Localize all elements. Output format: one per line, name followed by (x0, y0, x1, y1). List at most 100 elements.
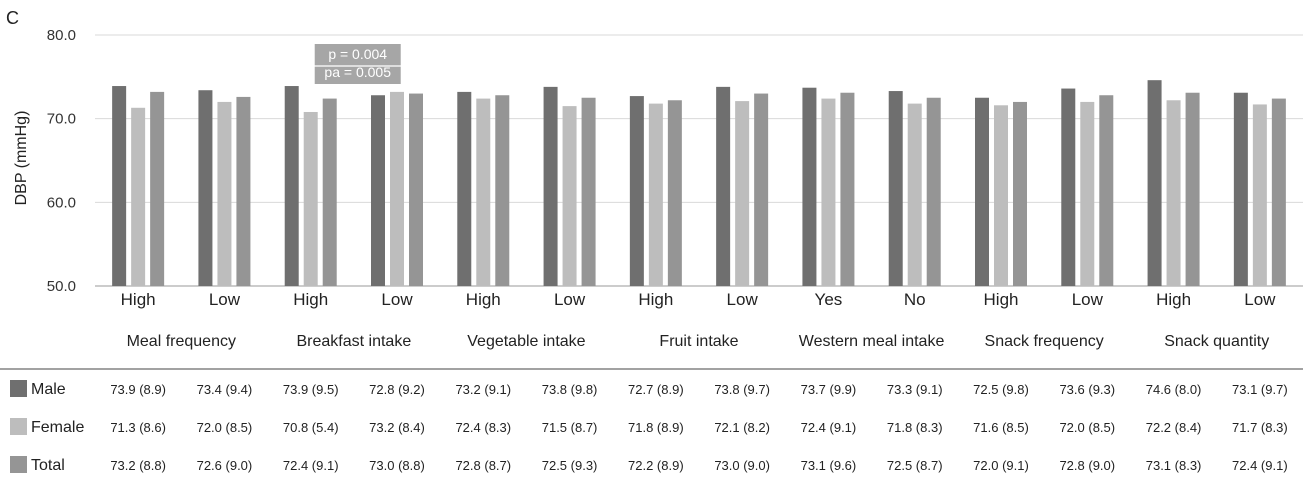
table-cell: 72.6 (9.0) (197, 458, 253, 473)
y-axis-title: DBP (mmHg) (13, 111, 30, 206)
category-labels: High Low High Low High Low High Low Yes No High Low… (121, 290, 1277, 309)
bar-male (284, 86, 299, 286)
group-label: Snack frequency (985, 333, 1104, 350)
bar-total (409, 93, 423, 286)
table-cell: 72.7 (8.9) (628, 382, 684, 397)
bar-total (754, 93, 769, 286)
table-cell: 71.3 (8.6) (110, 420, 166, 435)
group-label: Snack quantity (1164, 333, 1269, 350)
group-label: Fruit intake (659, 333, 738, 350)
bar-female (994, 105, 1008, 286)
bar-male (371, 95, 385, 287)
table-cell: 73.8 (9.8) (542, 382, 598, 397)
table-cell: 73.2 (8.8) (110, 458, 166, 473)
category-label: Low (727, 290, 759, 309)
legend-swatch-male (10, 380, 27, 397)
category-label: High (1156, 290, 1191, 309)
bar-total (236, 96, 251, 286)
bar-male (457, 91, 472, 286)
adjusted-p-value-label: pa = 0.005 (324, 64, 391, 80)
table-cell: 72.8 (9.0) (1059, 458, 1115, 473)
table-cell: 73.6 (9.3) (1059, 382, 1115, 397)
bar-total (840, 92, 855, 286)
legend-swatch-female (10, 418, 27, 435)
table-cell: 71.7 (8.3) (1232, 420, 1288, 435)
bar-male (1061, 88, 1076, 287)
table-cell: 72.5 (9.8) (973, 382, 1029, 397)
table-cell: 71.5 (8.7) (542, 420, 598, 435)
table-cell: 72.0 (9.1) (973, 458, 1029, 473)
bar-total (667, 100, 682, 286)
table-cell: 72.5 (9.3) (542, 458, 598, 473)
y-axis-ticks: 50.0 60.0 70.0 80.0 (47, 27, 76, 295)
panel-label: C (6, 8, 19, 28)
group-labels: Meal frequency Breakfast intake Vegetable … (127, 333, 1270, 350)
bar-female (1080, 101, 1095, 286)
table-cell: 73.0 (8.8) (369, 458, 425, 473)
bar-male (112, 86, 127, 286)
bars (112, 80, 1286, 287)
significance-bracket (310, 65, 417, 104)
table-cell: 73.9 (9.5) (283, 382, 339, 397)
table-cell: 72.4 (9.1) (283, 458, 339, 473)
bar-total (322, 98, 337, 286)
category-label: Low (1244, 290, 1276, 309)
group-label: Meal frequency (127, 333, 236, 350)
table-cell: 73.1 (8.3) (1146, 458, 1202, 473)
category-label: Low (1072, 290, 1104, 309)
bar-female (735, 101, 750, 286)
category-label: Low (209, 290, 241, 309)
category-label: High (466, 290, 501, 309)
table-cell: 73.0 (9.0) (714, 458, 770, 473)
group-label: Breakfast intake (296, 333, 411, 350)
table-cell: 73.1 (9.7) (1232, 382, 1288, 397)
table-cell: 73.7 (9.9) (801, 382, 857, 397)
bar-total (495, 95, 510, 287)
bar-total (581, 97, 596, 286)
bar-male (975, 97, 989, 286)
bar-male (543, 86, 558, 286)
legend-label-female: Female (31, 419, 84, 436)
table-cell: 73.3 (9.1) (887, 382, 943, 397)
bar-total (1013, 101, 1027, 286)
table-cell: 71.6 (8.5) (973, 420, 1029, 435)
p-value-label: p = 0.004 (328, 46, 387, 62)
table-cell: 72.4 (8.3) (455, 420, 511, 435)
table-cell: 72.1 (8.2) (714, 420, 770, 435)
legend-label-male: Male (31, 381, 66, 398)
category-label: High (984, 290, 1019, 309)
table-cell: 72.2 (8.9) (628, 458, 684, 473)
table-cell: 72.5 (8.7) (887, 458, 943, 473)
category-label: Low (554, 290, 586, 309)
table-cell: 72.8 (9.2) (369, 382, 425, 397)
category-label: No (904, 290, 926, 309)
table-cell: 73.4 (9.4) (197, 382, 253, 397)
bar-male (888, 91, 903, 286)
table-cell: 73.9 (8.9) (110, 382, 166, 397)
bar-total (150, 91, 165, 286)
category-label: High (638, 290, 673, 309)
group-label: Vegetable intake (467, 333, 585, 350)
significance-annotation: p = 0.004 pa = 0.005 (310, 44, 417, 104)
bar-female (131, 107, 146, 286)
bar-total (1271, 98, 1286, 286)
category-label: Low (381, 290, 413, 309)
table-cell: 72.0 (8.5) (1059, 420, 1115, 435)
bar-male (1233, 92, 1248, 286)
bar-male (802, 87, 817, 287)
bar-male (716, 86, 731, 286)
table-cell: 74.6 (8.0) (1146, 382, 1202, 397)
bar-female (648, 103, 663, 287)
legend-label-total: Total (31, 457, 65, 474)
table-cell: 73.1 (9.6) (801, 458, 857, 473)
bar-total (926, 97, 941, 286)
table-cell: 71.8 (8.3) (887, 420, 943, 435)
bar-female (390, 91, 404, 286)
y-tick-label: 60.0 (47, 194, 76, 211)
bar-female (907, 103, 922, 287)
table-cell: 72.0 (8.5) (197, 420, 253, 435)
bar-male (629, 96, 644, 287)
table-cell: 71.8 (8.9) (628, 420, 684, 435)
bar-total (1185, 92, 1200, 286)
